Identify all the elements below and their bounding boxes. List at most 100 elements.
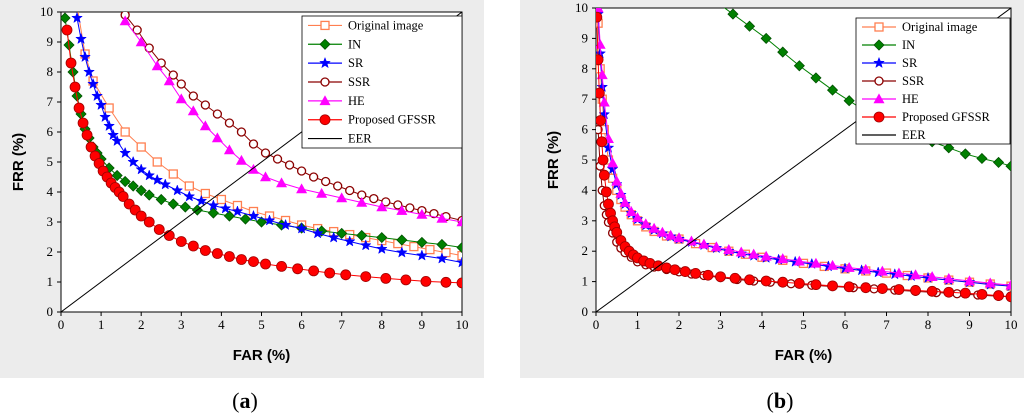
legend-marker-proposed-gfssr — [873, 111, 885, 123]
point-he — [296, 183, 308, 194]
point-ssr — [260, 148, 271, 158]
point-he — [698, 238, 710, 249]
x-tick-label-6: 6 — [842, 317, 849, 332]
x-axis-label: FAR (%) — [775, 347, 833, 364]
point-proposed-gfssr — [943, 286, 955, 298]
series-line-he — [124, 20, 462, 223]
point-in — [239, 213, 252, 225]
point-in — [976, 152, 988, 165]
x-tick-label-0: 0 — [593, 317, 600, 332]
point-proposed-gfssr — [598, 169, 610, 181]
point-sr — [159, 178, 172, 190]
point-proposed-gfssr — [236, 254, 247, 265]
point-sr — [263, 214, 276, 226]
point-ssr — [869, 284, 879, 294]
point-he — [223, 144, 235, 155]
point-ssr — [236, 127, 247, 137]
point-he — [211, 132, 223, 143]
legend-marker-proposed-gfssr — [319, 114, 331, 126]
point-proposed-gfssr — [135, 210, 147, 222]
point-proposed-gfssr — [1005, 291, 1011, 303]
point-he — [163, 75, 175, 86]
point-proposed-gfssr — [65, 57, 77, 69]
point-ssr — [952, 289, 962, 299]
point-original-image — [409, 241, 419, 252]
point-ssr — [272, 154, 283, 164]
point-proposed-gfssr — [596, 54, 604, 66]
legend: Original image IN SR SSR HE Proposed GFSSR EER — [855, 17, 1011, 145]
point-he — [640, 218, 652, 229]
point-proposed-gfssr — [360, 271, 372, 283]
point-sr — [359, 239, 372, 251]
y-tick-label-0: 0 — [582, 304, 589, 319]
legend-label-original-image: Original image — [348, 18, 424, 32]
point-proposed-gfssr — [224, 251, 235, 262]
point-in — [777, 46, 789, 58]
legend-marker-original-image — [874, 22, 884, 32]
point-sr — [127, 155, 140, 168]
point-he — [876, 265, 888, 276]
point-original-image — [200, 188, 211, 199]
point-in — [119, 175, 131, 188]
point-in — [167, 198, 179, 210]
point-sr — [83, 65, 95, 78]
point-ssr — [176, 79, 186, 89]
point-proposed-gfssr — [81, 129, 93, 141]
point-proposed-gfssr — [69, 81, 81, 93]
panel-label-b: (b) — [767, 388, 794, 413]
y-tick-label-1: 1 — [582, 274, 589, 289]
point-in — [356, 229, 368, 242]
point-proposed-gfssr — [810, 279, 822, 291]
point-original-image — [216, 194, 227, 205]
x-tick-label-3: 3 — [717, 317, 724, 332]
point-original-image — [425, 244, 435, 255]
point-he — [673, 232, 685, 243]
x-tick-label-4: 4 — [759, 317, 766, 332]
point-he — [596, 69, 608, 80]
point-he — [611, 175, 623, 186]
y-tick-label-8: 8 — [47, 64, 54, 79]
point-sr — [606, 162, 619, 175]
point-proposed-gfssr — [690, 267, 701, 279]
point-proposed-gfssr — [876, 283, 888, 294]
point-in — [223, 210, 235, 222]
point-ssr — [132, 25, 142, 35]
point-proposed-gfssr — [324, 267, 336, 279]
point-ssr — [224, 118, 235, 128]
point-he — [777, 253, 789, 264]
point-in — [61, 12, 71, 24]
point-he — [943, 272, 955, 283]
point-ssr — [308, 172, 319, 182]
point-he — [316, 187, 328, 198]
point-sr — [395, 246, 408, 258]
point-sr — [279, 218, 292, 231]
point-proposed-gfssr — [793, 278, 805, 289]
point-proposed-gfssr — [77, 117, 89, 129]
y-tick-label-2: 2 — [582, 243, 589, 258]
y-tick-label-7: 7 — [582, 91, 589, 106]
point-proposed-gfssr — [596, 11, 603, 23]
point-he — [416, 208, 428, 219]
point-in — [793, 60, 805, 72]
legend-label-he: HE — [902, 92, 919, 106]
point-in — [416, 236, 428, 248]
point-in — [727, 8, 739, 20]
point-he — [135, 36, 147, 47]
point-proposed-gfssr — [199, 245, 211, 256]
legend-marker-original-image — [320, 20, 330, 31]
x-tick-label-2: 2 — [676, 317, 683, 332]
point-ssr — [168, 70, 178, 80]
legend-marker-he — [319, 95, 331, 106]
point-proposed-gfssr — [143, 216, 155, 228]
point-proposed-gfssr — [715, 271, 726, 283]
point-sr — [135, 163, 148, 175]
point-ssr — [248, 139, 259, 149]
point-ssr — [212, 109, 223, 119]
point-in — [155, 193, 167, 206]
point-he — [810, 257, 822, 268]
point-sr — [171, 184, 184, 196]
point-in — [959, 148, 971, 160]
chart-b: 0 1 2 3 4 5 6 7 8 9 10 0 1 2 3 4 5 6 7 8 9 10 FAR (%) FRR (%) Or… — [545, 0, 1018, 364]
legend-label-eer: EER — [348, 132, 372, 146]
